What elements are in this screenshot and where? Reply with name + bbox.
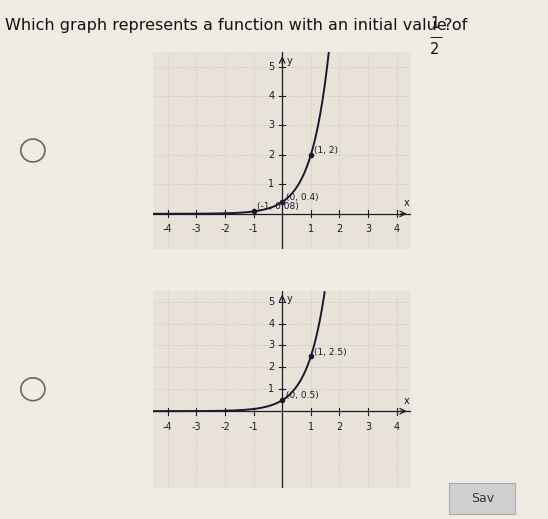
Text: 1: 1 bbox=[308, 422, 314, 432]
Text: x: x bbox=[404, 198, 409, 209]
Text: 3: 3 bbox=[269, 340, 275, 350]
Text: 3: 3 bbox=[269, 120, 275, 130]
Text: 1: 1 bbox=[430, 16, 439, 31]
Text: 1: 1 bbox=[269, 384, 275, 394]
Text: 2: 2 bbox=[268, 362, 275, 372]
Text: x: x bbox=[404, 396, 409, 406]
Text: (0, 0.5): (0, 0.5) bbox=[286, 391, 318, 401]
Text: 3: 3 bbox=[365, 422, 371, 432]
Text: 2: 2 bbox=[336, 422, 342, 432]
Text: Sav: Sav bbox=[471, 491, 494, 505]
Text: (1, 2): (1, 2) bbox=[314, 145, 338, 155]
Text: -2: -2 bbox=[220, 422, 230, 432]
Text: 4: 4 bbox=[269, 91, 275, 101]
Text: 5: 5 bbox=[268, 296, 275, 307]
Text: 1: 1 bbox=[308, 224, 314, 235]
Text: 4: 4 bbox=[393, 224, 399, 235]
Text: 2: 2 bbox=[268, 150, 275, 160]
Text: —: — bbox=[430, 31, 443, 44]
Text: 3: 3 bbox=[365, 224, 371, 235]
Text: 1: 1 bbox=[269, 180, 275, 189]
Text: (1, 2.5): (1, 2.5) bbox=[314, 348, 347, 357]
Text: 5: 5 bbox=[268, 62, 275, 72]
Text: -3: -3 bbox=[192, 224, 201, 235]
Text: Which graph represents a function with an initial value of: Which graph represents a function with a… bbox=[5, 18, 473, 33]
Text: 4: 4 bbox=[269, 319, 275, 329]
Text: (-1, 0.08): (-1, 0.08) bbox=[257, 202, 299, 211]
Text: y: y bbox=[287, 57, 293, 66]
Text: 4: 4 bbox=[393, 422, 399, 432]
Text: y: y bbox=[287, 294, 293, 304]
Text: ?: ? bbox=[444, 18, 452, 33]
Text: -1: -1 bbox=[249, 422, 259, 432]
Text: -3: -3 bbox=[192, 422, 201, 432]
Text: -4: -4 bbox=[163, 224, 173, 235]
Text: (0, 0.4): (0, 0.4) bbox=[286, 193, 318, 202]
Text: 2: 2 bbox=[430, 42, 439, 57]
Text: -2: -2 bbox=[220, 224, 230, 235]
Text: 2: 2 bbox=[336, 224, 342, 235]
Text: -1: -1 bbox=[249, 224, 259, 235]
Text: -4: -4 bbox=[163, 422, 173, 432]
